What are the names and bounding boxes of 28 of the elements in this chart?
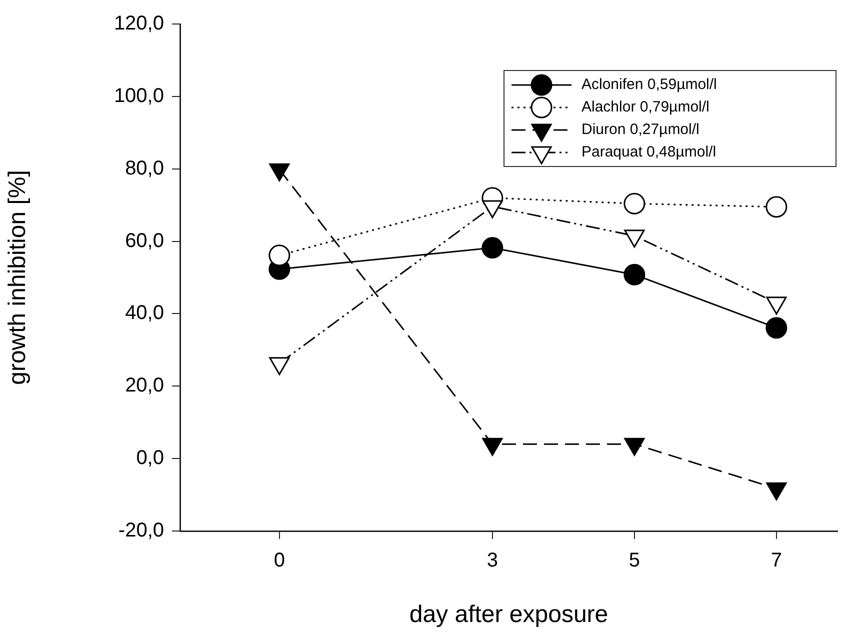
point [624, 264, 646, 286]
point [269, 357, 290, 376]
x-axis-title: day after exposure [409, 601, 608, 628]
point [766, 196, 788, 218]
x-tick-label: 5 [628, 550, 640, 572]
y-tick-label: 20,0 [125, 374, 164, 397]
point [482, 438, 503, 456]
y-tick-label: 120,0 [114, 12, 164, 35]
x-tick-label: 0 [274, 550, 285, 572]
y-tick-label: 0,0 [136, 447, 164, 470]
y-tick-label: 100,0 [114, 84, 164, 107]
legend-label: Aclonifen 0,59µmol/l [582, 76, 717, 94]
point [766, 482, 787, 500]
x-tick-label: 7 [770, 550, 782, 572]
y-tick-label: 80,0 [125, 157, 164, 180]
point [624, 192, 646, 214]
y-axis-title: growth inhibition [%] [4, 170, 32, 385]
x-tick-label: 3 [486, 550, 498, 572]
point [624, 438, 645, 456]
legend-label: Diuron 0,27µmol/l [582, 121, 700, 138]
point [268, 244, 290, 266]
y-tick-label: 60,0 [125, 230, 164, 252]
y-tick-label: 40,0 [125, 302, 164, 324]
point [482, 237, 504, 259]
legend-label: Alachlor 0,79µmol/l [582, 98, 710, 116]
y-tick-label: -20,0 [118, 520, 164, 542]
point [766, 317, 788, 339]
legend-label: Paraquat 0,48µmol/l [582, 144, 716, 161]
